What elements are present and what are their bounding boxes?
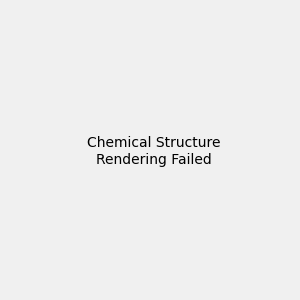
Text: Chemical Structure
Rendering Failed: Chemical Structure Rendering Failed <box>87 136 220 166</box>
